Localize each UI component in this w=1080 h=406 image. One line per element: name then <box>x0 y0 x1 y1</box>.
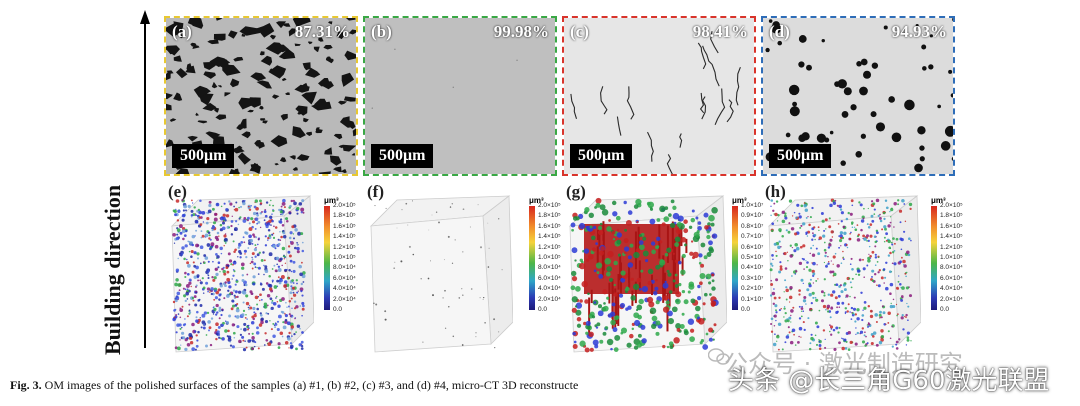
colorbar-gradient <box>732 206 738 310</box>
colorbar-tick-label: 0.1×10⁷ <box>741 295 764 303</box>
figure-caption: Fig. 3. OM images of the polished surfac… <box>10 378 578 393</box>
colorbar-ticks: 2.0×10⁵ 1.8×10⁵ 1.6×10⁵ 1.4×10⁵ 1.2×10⁵ 1.0×1… <box>538 202 590 314</box>
colorbar-tick-label: 8.0×10⁴ <box>538 264 561 272</box>
ct-reconstruction-h <box>767 195 921 353</box>
ct-reconstruction-e <box>170 195 314 353</box>
colorbar-tick-label: 1.2×10⁵ <box>538 243 561 251</box>
colorbar-tick-label: 0.0 <box>538 306 548 313</box>
panel-label: (d) <box>769 22 790 41</box>
colorbar-tick-label: 1.6×10⁵ <box>538 222 561 230</box>
scale-bar: 500μm <box>172 144 235 168</box>
colorbar-tick-label: 0.9×10⁷ <box>741 212 764 220</box>
om-panel-d: (d) 94.93% 500μm <box>761 16 955 176</box>
ct-panel-h: (h) μm³ 2.0×10⁵ 1.8×10⁵ 1.6×10⁵ 1.4×10⁵ 1.2×… <box>761 182 963 362</box>
colorbar-tick-label: 4.0×10⁴ <box>538 285 561 293</box>
axis-label: Building direction <box>100 184 125 355</box>
colorbar-tick-label: 1.8×10⁵ <box>333 212 356 220</box>
colorbar-unit: μm³ <box>529 196 544 205</box>
colorbar-tick-label: 1.0×10⁵ <box>333 254 356 261</box>
scale-bar: 500μm <box>769 144 832 168</box>
colorbar: μm³ 1.0×10⁷ 0.9×10⁷ 0.8×10⁷ 0.7×10⁷ 0.6×10⁷ 0… <box>732 196 793 317</box>
scale-bar: 500μm <box>570 144 633 168</box>
colorbar-gradient <box>324 206 330 310</box>
panel-label: (c) <box>570 22 589 41</box>
panel-label: (g) <box>566 182 586 201</box>
colorbar-tick-label: 1.0×10⁵ <box>940 254 963 261</box>
panel-label: (e) <box>168 182 187 201</box>
colorbar-tick-label: 0.0 <box>333 306 343 313</box>
colorbar-tick-label: 8.0×10⁴ <box>333 264 356 272</box>
colorbar-tick-label: 1.0×10⁷ <box>741 202 764 209</box>
colorbar-tick-label: 0.6×10⁷ <box>741 243 764 251</box>
colorbar-tick-label: 1.8×10⁵ <box>538 212 561 220</box>
watermark-wechat: 公众号 · 激光制造研究 <box>724 350 963 378</box>
colorbar-tick-label: 0.7×10⁷ <box>741 233 764 241</box>
colorbar-gradient <box>931 206 937 310</box>
om-image-a <box>166 18 356 174</box>
ct-panel-f: (f) μm³ 2.0×10⁵ 1.8×10⁵ 1.6×10⁵ 1.4×10⁵ 1.2×… <box>363 182 563 362</box>
colorbar-tick-label: 2.0×10⁴ <box>940 295 963 303</box>
watermark-toutiao: 头条 @长三角G60激光联盟 <box>728 366 1050 396</box>
caption-prefix: Fig. 3. <box>10 378 42 392</box>
colorbar-unit: μm³ <box>931 196 946 205</box>
building-direction-arrow <box>140 10 150 348</box>
ct-panel-e: (e) μm³ 2.0×10⁵ 1.8×10⁵ 1.6×10⁵ 1.4×10⁵ 1.2×… <box>164 182 364 362</box>
colorbar-tick-label: 2.0×10⁵ <box>538 202 561 209</box>
colorbar-gradient <box>529 206 535 310</box>
colorbar-tick-label: 1.6×10⁵ <box>940 222 963 230</box>
ct-panel-g: (g) μm³ 1.0×10⁷ 0.9×10⁷ 0.8×10⁷ 0.7×10⁷ 0.6×… <box>562 182 763 362</box>
colorbar-tick-label: 2.0×10⁵ <box>940 202 963 209</box>
panel-label: (f) <box>367 182 384 201</box>
density-value: 99.98% <box>493 22 549 41</box>
density-value: 87.31% <box>294 22 350 41</box>
colorbar-tick-label: 0.5×10⁷ <box>741 254 764 261</box>
ct-reconstruction-f <box>369 195 513 353</box>
colorbar-tick-label: 0.2×10⁷ <box>741 285 764 293</box>
panel-label: (b) <box>371 22 392 41</box>
colorbar: μm³ 2.0×10⁵ 1.8×10⁵ 1.6×10⁵ 1.4×10⁵ 1.2×10⁵ 1… <box>931 196 992 317</box>
colorbar-tick-label: 0.0 <box>940 306 950 313</box>
colorbar-tick-label: 2.0×10⁵ <box>333 202 356 209</box>
colorbar: μm³ 2.0×10⁵ 1.8×10⁵ 1.6×10⁵ 1.4×10⁵ 1.2×10⁵ 1… <box>529 196 590 317</box>
colorbar-tick-label: 1.2×10⁵ <box>333 243 356 251</box>
colorbar-ticks: 2.0×10⁵ 1.8×10⁵ 1.6×10⁵ 1.4×10⁵ 1.2×10⁵ 1.0×1… <box>333 202 385 314</box>
panel-label: (a) <box>172 22 192 41</box>
colorbar-tick-label: 1.6×10⁵ <box>333 222 356 230</box>
ct-reconstruction-g <box>568 195 727 353</box>
colorbar-tick-label: 6.0×10⁴ <box>538 274 561 282</box>
colorbar-unit: μm³ <box>732 196 747 205</box>
om-panel-b: (b) 99.98% 500μm <box>363 16 557 176</box>
colorbar-tick-label: 4.0×10⁴ <box>333 285 356 293</box>
density-value: 98.41% <box>692 22 748 41</box>
colorbar-tick-label: 0.3×10⁷ <box>741 274 764 282</box>
density-value: 94.93% <box>891 22 947 41</box>
colorbar-tick-label: 4.0×10⁴ <box>940 285 963 293</box>
colorbar-tick-label: 0.0 <box>741 306 751 313</box>
colorbar-tick-label: 1.2×10⁵ <box>940 243 963 251</box>
scale-bar: 500μm <box>371 144 434 168</box>
colorbar-ticks: 2.0×10⁵ 1.8×10⁵ 1.6×10⁵ 1.4×10⁵ 1.2×10⁵ 1.0×1… <box>940 202 992 314</box>
om-panel-c: (c) 98.41% 500μm <box>562 16 756 176</box>
colorbar-tick-label: 6.0×10⁴ <box>333 274 356 282</box>
colorbar-tick-label: 1.4×10⁵ <box>333 233 356 241</box>
colorbar-tick-label: 6.0×10⁴ <box>940 274 963 282</box>
colorbar-tick-label: 0.4×10⁷ <box>741 264 764 272</box>
wechat-icon <box>708 348 730 365</box>
colorbar-ticks: 1.0×10⁷ 0.9×10⁷ 0.8×10⁷ 0.7×10⁷ 0.6×10⁷ 0.5×1… <box>741 202 793 314</box>
colorbar-unit: μm³ <box>324 196 339 205</box>
colorbar-tick-label: 0.8×10⁷ <box>741 222 764 230</box>
colorbar-tick-label: 2.0×10⁴ <box>333 295 356 303</box>
colorbar-tick-label: 1.4×10⁵ <box>940 233 963 241</box>
colorbar-tick-label: 1.4×10⁵ <box>538 233 561 241</box>
panel-label: (h) <box>765 182 786 201</box>
colorbar-tick-label: 8.0×10⁴ <box>940 264 963 272</box>
colorbar-tick-label: 1.8×10⁵ <box>940 212 963 220</box>
colorbar-tick-label: 1.0×10⁵ <box>538 254 561 261</box>
colorbar: μm³ 2.0×10⁵ 1.8×10⁵ 1.6×10⁵ 1.4×10⁵ 1.2×10⁵ 1… <box>324 196 385 317</box>
colorbar-tick-label: 2.0×10⁴ <box>538 295 561 303</box>
om-panel-a: (a) 87.31% 500μm <box>164 16 358 176</box>
caption-text: OM images of the polished surfaces of th… <box>44 378 579 392</box>
